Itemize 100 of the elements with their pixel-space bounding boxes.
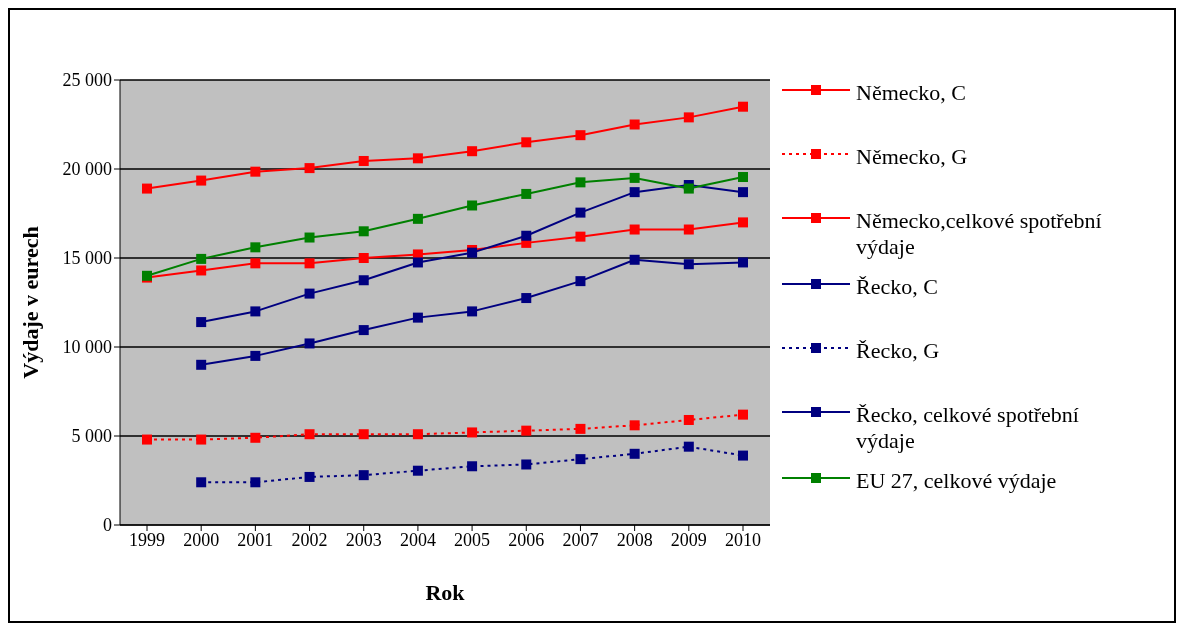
point [629, 420, 640, 431]
point [575, 423, 586, 434]
y-tick-label: 10 000 [62, 337, 112, 358]
point [738, 101, 748, 112]
x-tick-label: 2002 [291, 529, 328, 550]
x-tick-label: 2006 [508, 529, 545, 550]
point [358, 470, 369, 481]
point [738, 172, 748, 183]
point [738, 187, 748, 198]
point [304, 288, 315, 299]
point [250, 166, 261, 177]
point [250, 242, 261, 253]
x-tick-label: 1999 [129, 529, 165, 550]
point [196, 434, 207, 445]
point [467, 427, 478, 438]
point [521, 230, 532, 241]
x-tick-label: 2009 [670, 529, 707, 550]
y-tick-label: 15 000 [62, 248, 112, 269]
point [467, 200, 478, 211]
x-tick-label: 2007 [562, 529, 599, 550]
point [738, 257, 748, 268]
point [412, 153, 423, 164]
point [196, 477, 207, 488]
point [575, 231, 586, 242]
x-tick-label: 2010 [725, 529, 761, 550]
point [412, 312, 423, 323]
point [304, 232, 315, 243]
point [304, 471, 315, 482]
point [250, 350, 261, 361]
point [575, 276, 586, 287]
y-axis-title: Výdaje v eurech [17, 226, 43, 379]
x-axis-title: Rok [425, 580, 466, 605]
point [575, 207, 586, 218]
point [467, 146, 478, 157]
point [521, 137, 532, 148]
point [358, 155, 369, 166]
legend-label: Řecko, G [856, 338, 940, 364]
point [358, 253, 369, 263]
legend-label: EU 27, celkové výdaje [856, 468, 1057, 494]
point [196, 175, 207, 186]
point [629, 119, 640, 130]
point [304, 258, 315, 269]
point [683, 112, 694, 123]
point [412, 465, 423, 476]
point [738, 409, 748, 420]
y-tick-label: 5 000 [71, 426, 112, 447]
point [683, 414, 694, 425]
x-tick-label: 2004 [399, 529, 436, 550]
point [196, 317, 207, 328]
x-tick-label: 2003 [345, 529, 382, 550]
point [412, 213, 423, 224]
legend-label: Řecko, celkové spotřební výdaje [856, 402, 1080, 454]
point [575, 177, 586, 188]
point [196, 253, 207, 264]
point [358, 275, 369, 286]
point [683, 259, 694, 270]
legend-label: Řecko, C [856, 274, 938, 300]
point [304, 338, 315, 349]
x-tick-label: 2000 [183, 529, 220, 550]
point [358, 226, 369, 237]
point [521, 459, 532, 470]
point [250, 432, 261, 443]
x-tick-label: 2008 [616, 529, 653, 550]
point [575, 454, 586, 465]
point [412, 257, 423, 268]
point [196, 265, 207, 276]
y-tick-label: 20 000 [62, 159, 112, 180]
point [521, 293, 532, 304]
point [358, 429, 369, 440]
legend-label: Německo,celkové spotřební výdaje [856, 208, 1103, 260]
y-tick-label: 0 [103, 515, 112, 536]
legend-label: Německo, C [856, 80, 966, 106]
point [629, 187, 640, 198]
x-tick-label: 2001 [237, 529, 274, 550]
point [142, 434, 152, 445]
point [467, 306, 478, 317]
point [142, 183, 152, 194]
point [629, 224, 640, 235]
y-tick-label: 25 000 [62, 70, 112, 91]
point [575, 130, 586, 141]
point [196, 359, 207, 370]
point [250, 306, 261, 317]
point [629, 172, 640, 183]
legend-label: Německo, G [856, 144, 968, 170]
point [629, 254, 640, 265]
point [521, 188, 532, 199]
point [358, 325, 369, 336]
point [738, 217, 748, 228]
point [250, 477, 261, 488]
point [304, 163, 315, 174]
x-tick-label: 2005 [454, 529, 491, 550]
point [412, 429, 423, 440]
point [467, 461, 478, 472]
point [629, 448, 640, 459]
point [250, 258, 261, 269]
point [738, 450, 748, 461]
point [521, 425, 532, 436]
point [683, 441, 694, 452]
point [683, 224, 694, 235]
point [304, 429, 315, 440]
